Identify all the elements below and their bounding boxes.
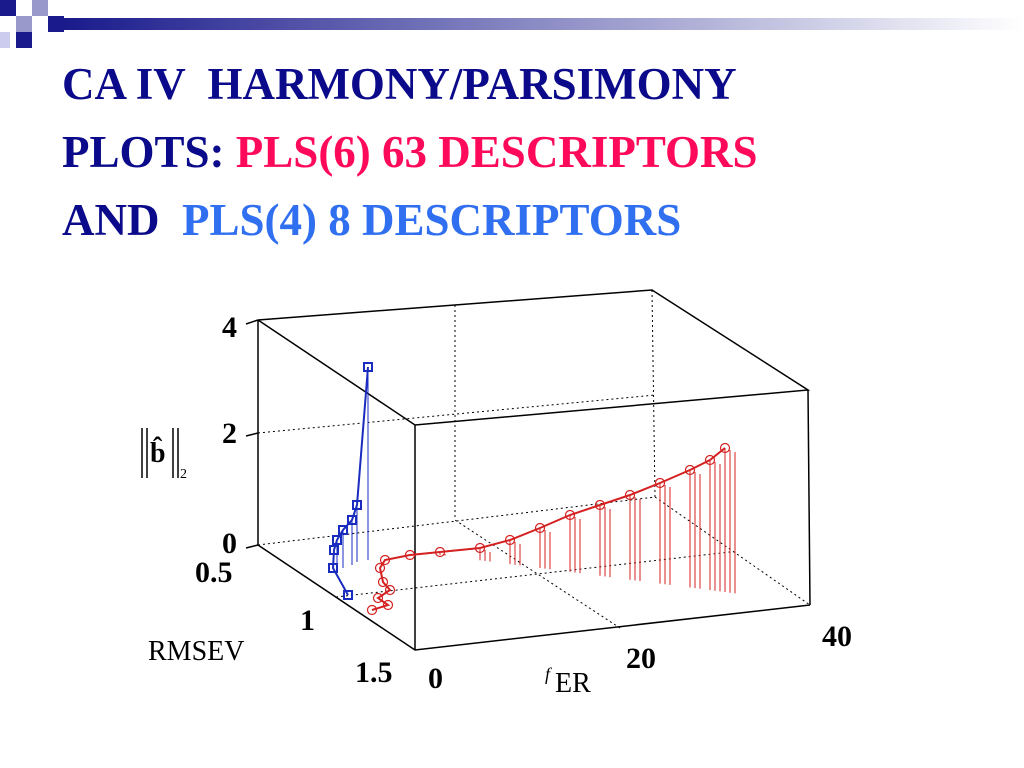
y-tick-label: 1.5 — [355, 656, 393, 689]
x-tick-label: 20 — [626, 642, 656, 675]
z-tick-label: 4 — [222, 311, 237, 344]
red-curve-part — [684, 464, 696, 476]
corner-decoration — [0, 0, 1024, 48]
title-line: CA IV HARMONY/PARSIMONY — [62, 59, 737, 109]
y-axis-label: RMSEV — [148, 636, 244, 667]
title-text: PLOTS: — [62, 127, 225, 177]
red-curve-part — [371, 447, 726, 611]
red-curve-part — [654, 477, 666, 489]
red-curve-part — [504, 534, 516, 546]
x-axis-superscript: f — [545, 664, 553, 684]
norm-bars — [141, 428, 179, 478]
red-series — [366, 442, 736, 616]
z-axis-subscript: 2 — [180, 467, 187, 482]
red-curve-part — [564, 509, 576, 521]
red-curve-part — [474, 542, 486, 554]
title-line: PLOTS: PLS(6) 63 DESCRIPTORS — [62, 130, 758, 175]
x-axis-label: ER — [555, 668, 591, 699]
title-highlight: PLS(4) 8 DESCRIPTORS — [182, 195, 682, 245]
plot-box — [245, 289, 811, 651]
red-curve-part — [379, 554, 391, 566]
red-curve-part — [434, 546, 446, 558]
y-tick-label: 0.5 — [195, 556, 233, 589]
title-highlight: PLS(6) 63 DESCRIPTORS — [235, 127, 758, 177]
title-text: AND — [62, 195, 160, 245]
red-curve-part — [374, 562, 386, 574]
red-curve-part — [382, 599, 394, 611]
x-tick-label: 40 — [822, 620, 852, 653]
red-curve-part — [594, 499, 606, 511]
red-curve-part — [384, 584, 396, 596]
z-tick-label: 0 — [222, 527, 237, 560]
blue-series — [328, 362, 373, 600]
z-axis-label: b̂ — [150, 437, 166, 469]
x-tick-label: 0 — [428, 662, 443, 695]
red-curve-part — [366, 604, 378, 616]
red-curve-part — [372, 592, 384, 604]
red-curve-part — [624, 489, 636, 501]
red-curve-part — [704, 454, 716, 466]
title-line: AND PLS(4) 8 DESCRIPTORS — [62, 198, 681, 243]
red-curve-part — [719, 442, 731, 454]
z-tick-label: 2 — [222, 417, 237, 450]
red-curve-part — [377, 576, 389, 588]
red-curve-part — [534, 522, 546, 534]
red-curve-part — [404, 549, 416, 561]
y-tick-label: 1 — [300, 604, 315, 637]
